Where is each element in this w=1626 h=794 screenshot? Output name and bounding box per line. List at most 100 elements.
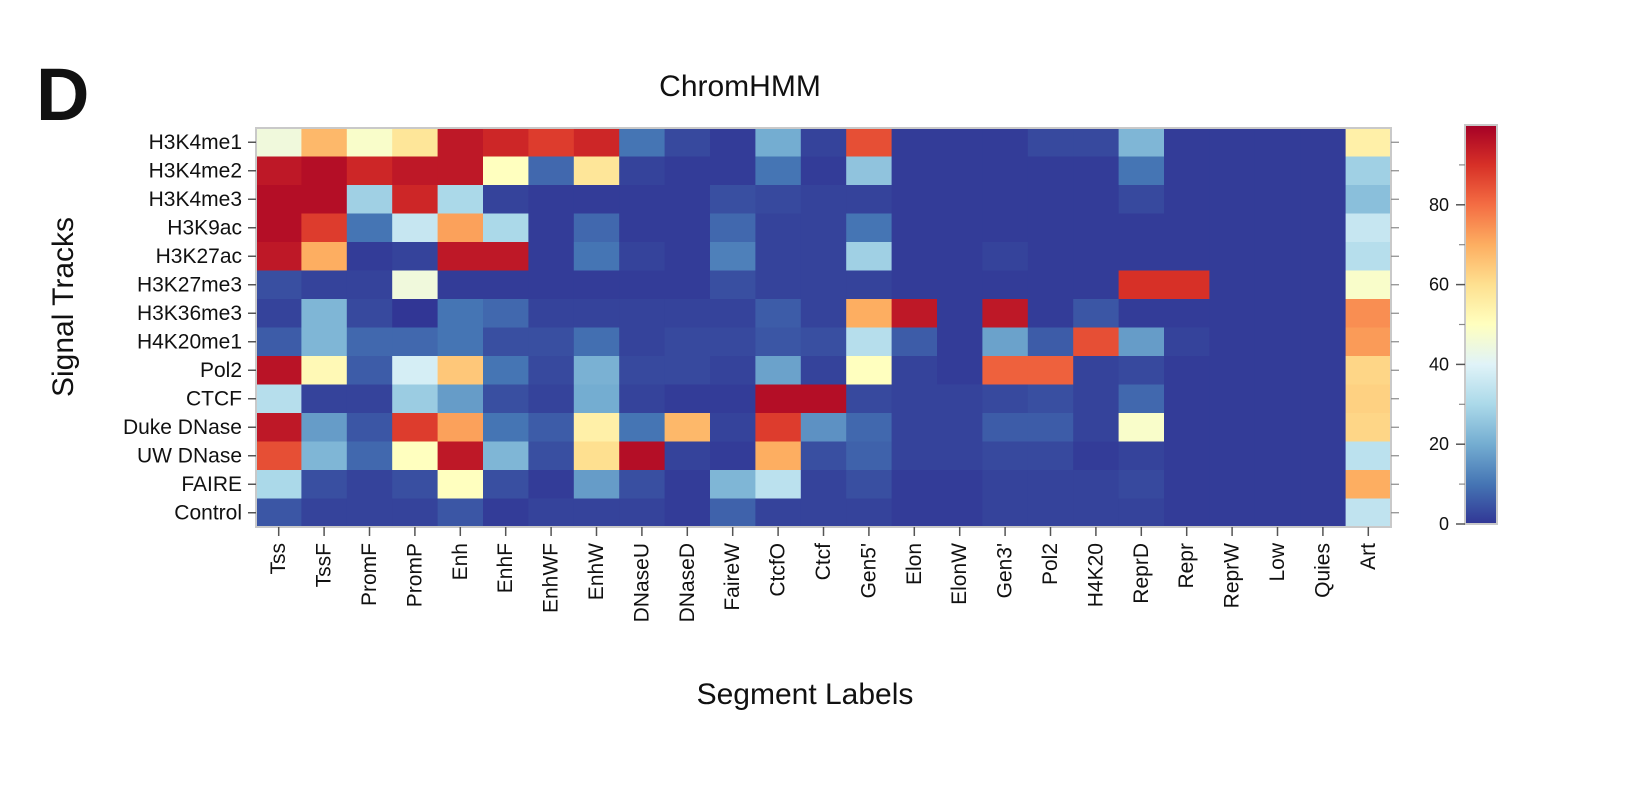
heatmap-cell [1027,413,1074,443]
heatmap-cell [573,356,620,386]
heatmap-cell [301,441,348,471]
heatmap-cell [800,128,847,158]
heatmap-cell [1073,441,1120,471]
heatmap-cell [256,156,302,186]
heatmap-cell [846,128,893,158]
heatmap-cell [573,270,620,300]
heatmap-cell [710,327,756,357]
heatmap-cell [982,270,1029,300]
heatmap-cell [1073,128,1120,158]
heatmap-cell [528,299,575,329]
heatmap-cell [1209,356,1256,386]
heatmap-cell [1164,441,1210,471]
heatmap-cell [755,356,802,386]
heatmap-cell [619,213,666,243]
heatmap-cell [846,384,893,414]
heatmap-cell [1254,185,1301,215]
heatmap-cell [619,384,666,414]
heatmap-cell [483,185,529,215]
heatmap-cell [437,185,484,215]
x-tick-label: ElonW [948,543,971,605]
x-tick-label: EnhWF [540,543,563,613]
heatmap-cell [664,270,711,300]
heatmap-cell [1164,356,1210,386]
heatmap-cell [573,128,620,158]
heatmap-cell [982,413,1029,443]
heatmap-cell [573,384,620,414]
x-tick-label: EnhW [585,543,608,600]
heatmap-cell [1073,498,1120,528]
heatmap-cell [437,356,484,386]
heatmap-cell [1254,242,1301,272]
heatmap-cell [1300,498,1347,528]
heatmap-cell [573,441,620,471]
heatmap-cell [346,327,393,357]
heatmap-cell [710,384,756,414]
heatmap-cell [392,156,439,186]
heatmap-cell [1027,270,1074,300]
heatmap-cell [982,242,1029,272]
heatmap-cell [891,498,938,528]
heatmap-cell [982,128,1029,158]
heatmap-cell [1073,185,1120,215]
heatmap-cell [846,441,893,471]
heatmap-cell [1118,413,1165,443]
heatmap-cell [528,270,575,300]
colorbar-tick-label: 60 [1429,275,1449,295]
heatmap-cell [1118,156,1165,186]
y-tick-label: H3K27ac [156,245,242,268]
heatmap-cell [1027,128,1074,158]
heatmap-cell [891,213,938,243]
heatmap-cell [800,356,847,386]
heatmap-cell [619,441,666,471]
heatmap-cell [891,242,938,272]
heatmap-cell [982,299,1029,329]
heatmap-cell [846,213,893,243]
heatmap-cell [573,185,620,215]
heatmap-cell [619,185,666,215]
heatmap-cell [846,156,893,186]
heatmap-cell [755,242,802,272]
heatmap-cell [1345,498,1392,528]
heatmap-cell [1345,384,1392,414]
heatmap-cell [982,470,1029,500]
x-tick-label: FaireW [721,543,744,611]
heatmap-cell [437,156,484,186]
heatmap-cell [346,413,393,443]
heatmap-cell [1345,327,1392,357]
heatmap-cell [1209,441,1256,471]
heatmap-cell [937,441,983,471]
heatmap-cell [573,213,620,243]
heatmap-cell [1300,441,1347,471]
heatmap-cell [301,156,348,186]
heatmap-cell [346,299,393,329]
heatmap-cell [1345,213,1392,243]
heatmap-cell [1345,156,1392,186]
heatmap-cell [1254,470,1301,500]
heatmap-cell [1345,128,1392,158]
heatmap-cell [1164,384,1210,414]
heatmap-cell [891,156,938,186]
heatmap-cell [619,356,666,386]
heatmap-cell [256,498,302,528]
heatmap-cell [483,242,529,272]
x-tick-label: Pol2 [1039,543,1062,585]
heatmap-cell [256,441,302,471]
heatmap-cell [619,327,666,357]
heatmap-cell [1254,356,1301,386]
colorbar-tick-label: 40 [1429,354,1449,374]
heatmap-cell [1300,356,1347,386]
heatmap-cell [755,470,802,500]
heatmap-cell [437,498,484,528]
heatmap-cell [710,441,756,471]
heatmap-cell [528,156,575,186]
heatmap-cell [710,156,756,186]
heatmap-cell [392,356,439,386]
heatmap-cell [846,356,893,386]
heatmap-cell [1209,384,1256,414]
x-tick-label: Quies [1311,543,1334,598]
heatmap-cell [937,299,983,329]
heatmap-cell [301,498,348,528]
heatmap-cell [346,242,393,272]
heatmap-cell [664,156,711,186]
